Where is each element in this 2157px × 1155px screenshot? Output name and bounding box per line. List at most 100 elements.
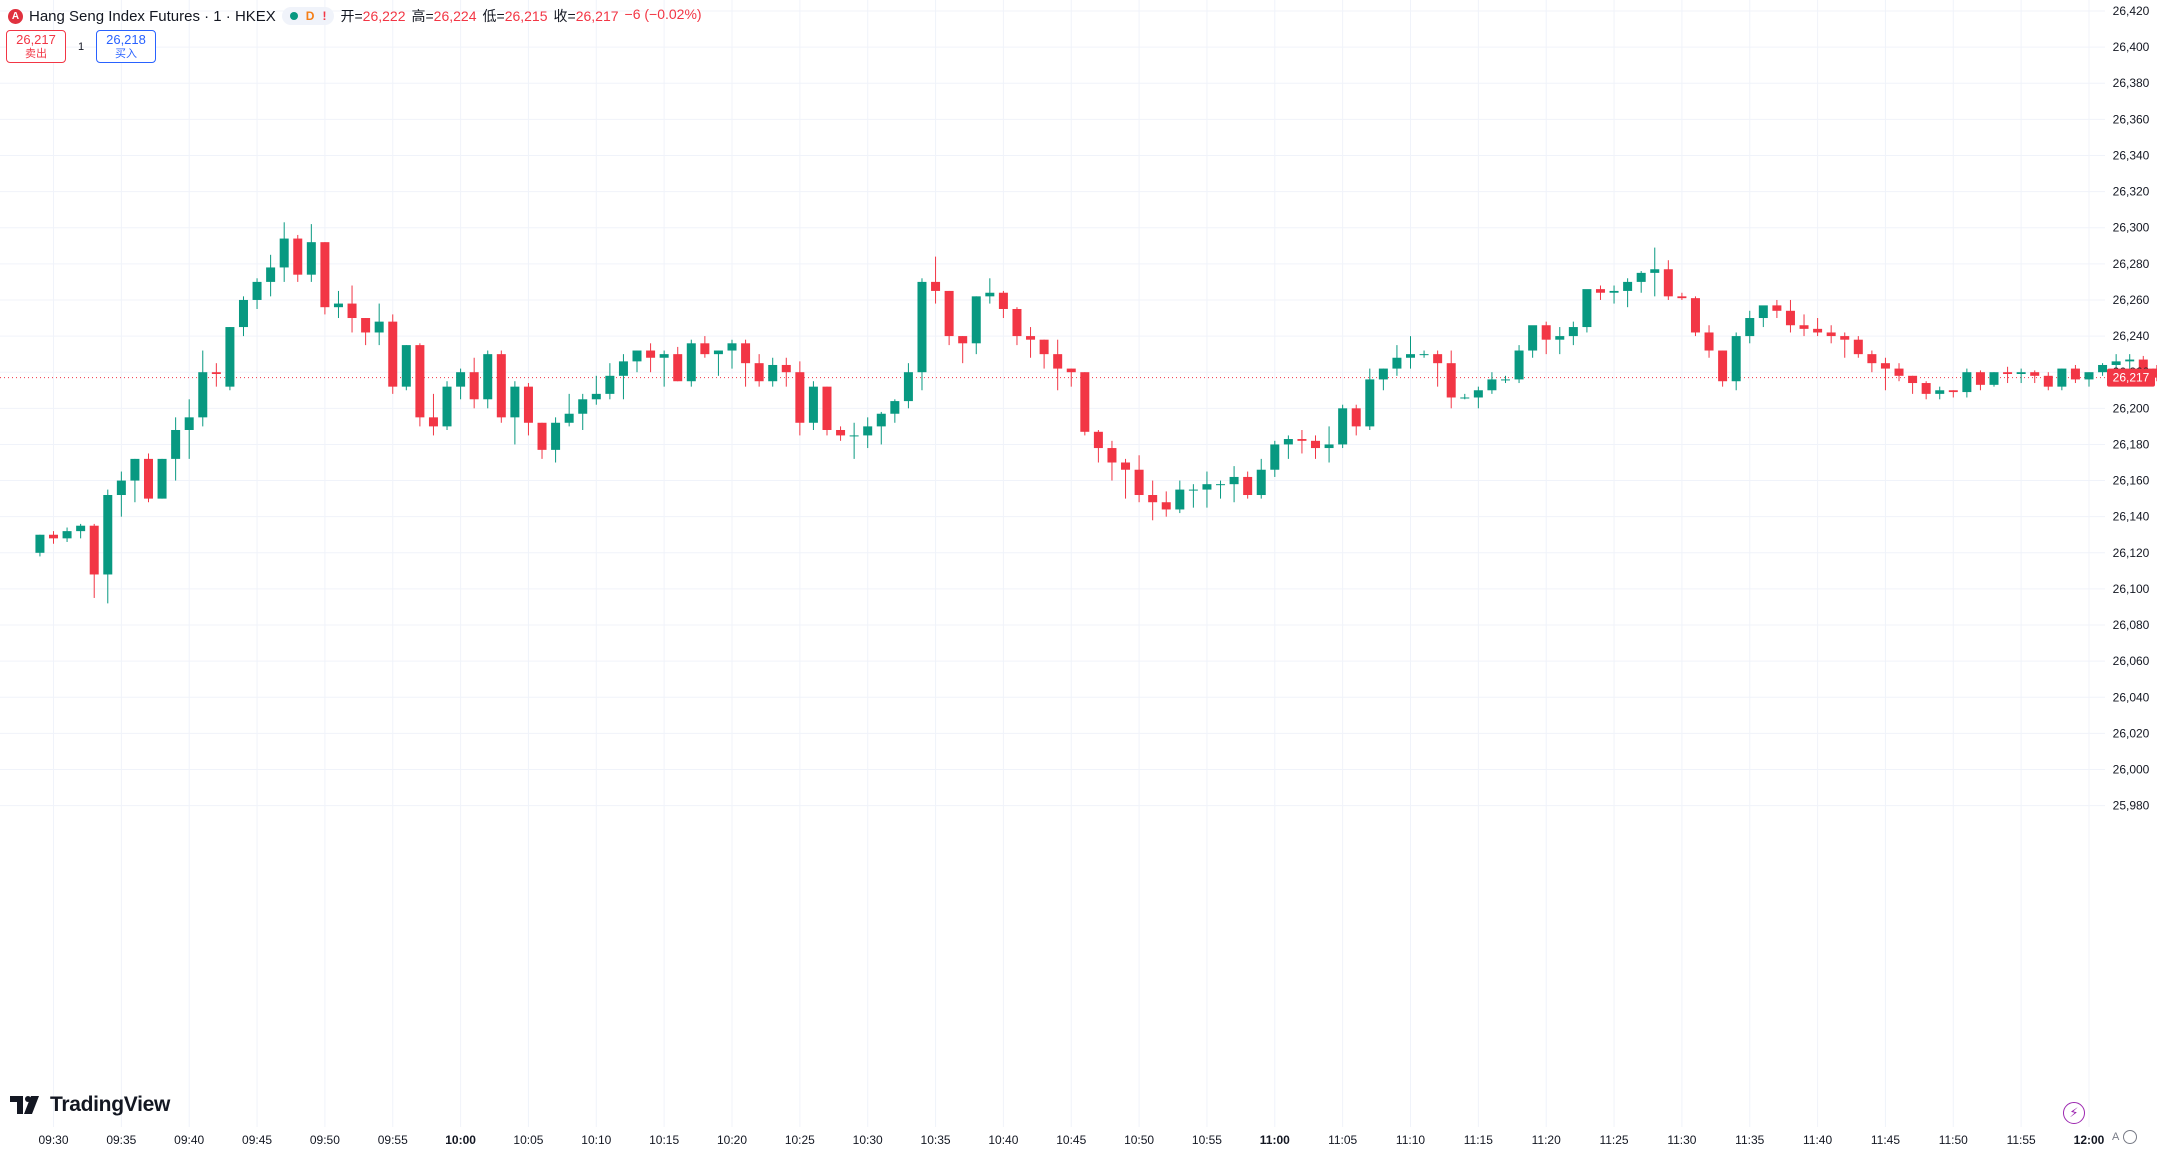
- candle-body: [388, 321, 398, 387]
- candle-body: [591, 393, 601, 400]
- close-label: 收=: [553, 8, 576, 24]
- candle: [1446, 350, 1456, 409]
- candle: [808, 381, 818, 430]
- candle: [686, 339, 696, 387]
- candle: [1297, 429, 1307, 454]
- candle: [605, 363, 615, 400]
- candle-body: [985, 292, 995, 297]
- candle-body: [130, 458, 140, 481]
- low-value: 26,215: [504, 8, 548, 24]
- candle-body: [1731, 336, 1741, 382]
- time-axis[interactable]: 09:30 09:35 09:40 09:45 09:50 09:55 10:00 10:05…: [38, 1133, 2104, 1147]
- x-tick-label: 09:45: [242, 1133, 272, 1147]
- tradingview-logo[interactable]: TradingView: [10, 1093, 170, 1117]
- price-axis[interactable]: 26,420 26,400 26,380 26,360 26,340 26,320 26,3…: [2113, 4, 2150, 813]
- candle-body: [618, 361, 628, 376]
- candle-body: [2111, 361, 2121, 365]
- candle: [618, 354, 628, 400]
- symbol-title[interactable]: Hang Seng Index Futures · 1 · HKEX: [29, 7, 276, 25]
- candle-body: [279, 238, 289, 268]
- candle-body: [1311, 440, 1321, 449]
- y-tick-label: 26,120: [2113, 546, 2150, 560]
- candle: [1650, 247, 1660, 297]
- candle-body: [822, 386, 832, 430]
- x-tick-label: 10:35: [921, 1133, 951, 1147]
- candle-body: [1433, 354, 1443, 364]
- candle-body: [808, 386, 818, 423]
- candle: [2030, 370, 2040, 384]
- sell-button[interactable]: 26,217 卖出: [6, 30, 66, 63]
- high-label: 高=: [411, 8, 434, 24]
- open-label: 开=: [340, 8, 363, 24]
- candle-body: [1107, 448, 1117, 463]
- candle: [130, 458, 140, 503]
- y-tick-label: 26,200: [2113, 401, 2150, 415]
- candle-body: [35, 534, 45, 553]
- candle-body: [496, 354, 506, 418]
- candle-body: [713, 350, 723, 355]
- candle: [1799, 314, 1809, 337]
- x-tick-label: 11:40: [1803, 1133, 1832, 1147]
- candle-body: [1595, 289, 1605, 293]
- candle-body: [1324, 444, 1334, 449]
- candle: [76, 523, 86, 539]
- candle-body: [320, 242, 330, 308]
- candle-body: [76, 525, 86, 532]
- candle-body: [1528, 325, 1538, 351]
- candle-body: [1514, 350, 1524, 380]
- candle-body: [1378, 368, 1388, 380]
- buy-button[interactable]: 26,218 买入: [96, 30, 156, 63]
- candle: [320, 242, 330, 315]
- auto-scale-button[interactable]: A: [2112, 1131, 2120, 1143]
- candle-body: [1867, 354, 1877, 364]
- lightning-icon[interactable]: ⚡: [2063, 1102, 2085, 1124]
- candle-body: [293, 238, 303, 275]
- candle: [1324, 426, 1334, 463]
- candle: [1745, 310, 1755, 344]
- candle: [822, 386, 832, 436]
- market-status-pill[interactable]: D !: [281, 7, 335, 25]
- candle: [903, 363, 913, 409]
- candle-body: [632, 350, 642, 362]
- gear-icon[interactable]: [2123, 1130, 2138, 1144]
- x-tick-label: 10:15: [649, 1133, 679, 1147]
- candle-body: [1921, 383, 1931, 394]
- candle: [1283, 435, 1293, 459]
- candle-body: [1948, 390, 1958, 393]
- candle: [1026, 327, 1036, 358]
- x-tick-label: 09:30: [38, 1133, 68, 1147]
- candle-body: [1745, 318, 1755, 337]
- x-tick-label: 09:35: [106, 1133, 136, 1147]
- candle-body: [1840, 336, 1850, 340]
- candle: [388, 314, 398, 394]
- candle-body: [673, 354, 683, 382]
- candle: [1012, 307, 1022, 346]
- candle: [890, 399, 900, 423]
- candle-body: [116, 480, 126, 496]
- candle: [1216, 480, 1226, 499]
- y-tick-label: 26,060: [2113, 654, 2150, 668]
- candle: [1989, 372, 1999, 387]
- candle-body: [2016, 372, 2026, 375]
- candle-body: [1935, 390, 1945, 394]
- candle: [2043, 372, 2053, 391]
- x-tick-label: 11:25: [1599, 1133, 1628, 1147]
- candle: [1093, 429, 1103, 463]
- candle: [198, 350, 208, 427]
- candle: [1623, 278, 1633, 308]
- candle-body: [1338, 408, 1348, 445]
- candle-body: [1297, 439, 1307, 441]
- candle: [496, 350, 506, 423]
- chart-grid: [0, 0, 2105, 1127]
- candle-body: [931, 281, 941, 291]
- candle: [1582, 289, 1592, 333]
- candle: [754, 354, 764, 387]
- candle: [1541, 321, 1551, 355]
- x-tick-label: 10:45: [1056, 1133, 1086, 1147]
- candle: [1080, 372, 1090, 436]
- delayed-data-badge: D: [305, 9, 315, 23]
- candle-body: [62, 531, 72, 539]
- candle-body: [401, 345, 411, 387]
- candle-body: [2125, 359, 2135, 362]
